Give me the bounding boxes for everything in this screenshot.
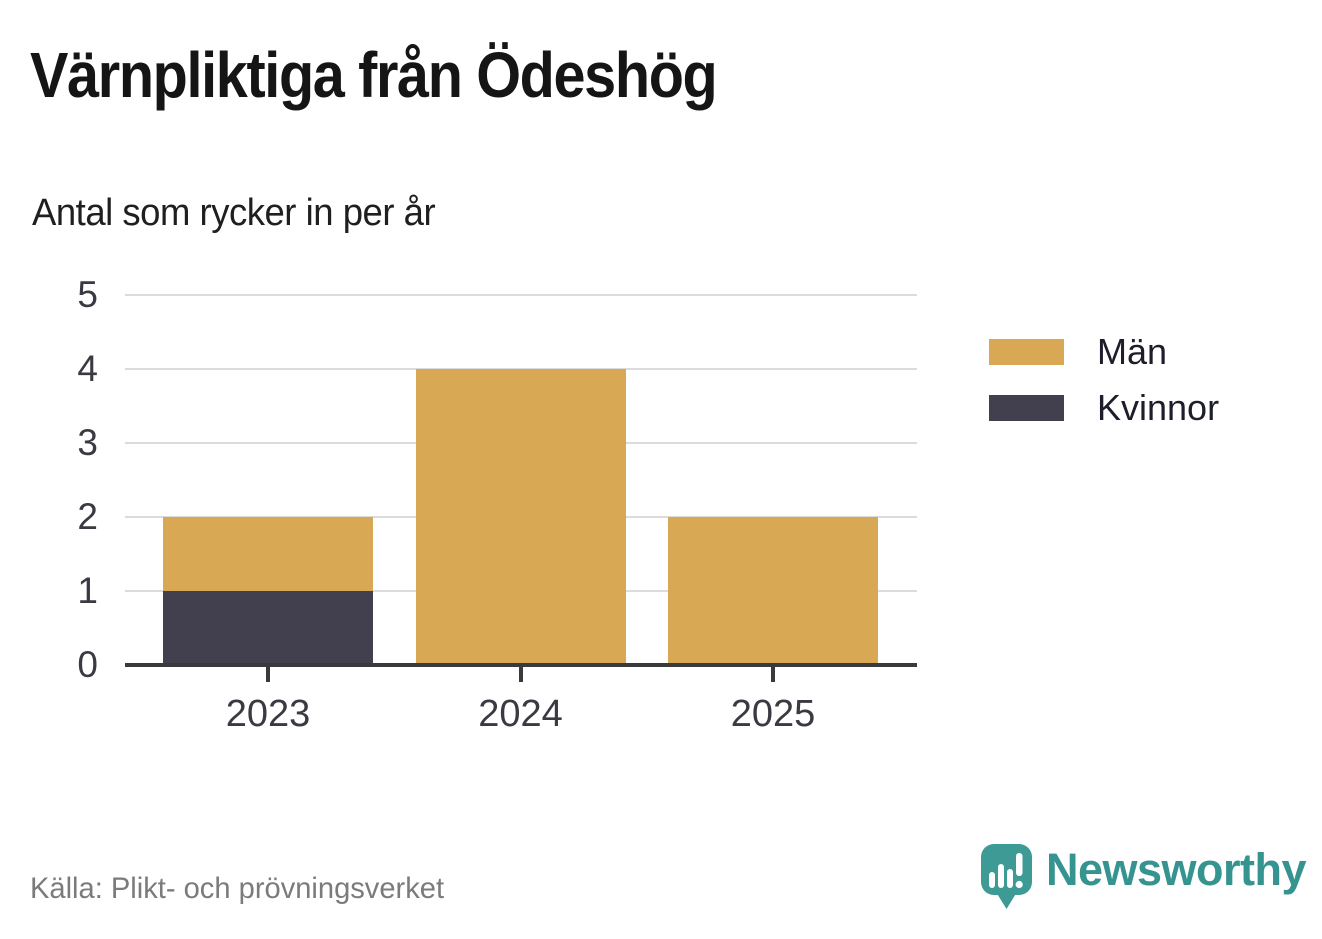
- x-axis-category-label: 2024: [478, 693, 563, 735]
- bar-segment-män-2025: [668, 517, 878, 665]
- y-axis-tick-label: 0: [77, 644, 98, 685]
- x-axis-category-label: 2023: [225, 693, 311, 735]
- legend-swatch-kvinnor: [989, 394, 1064, 421]
- source-note: Källa: Plikt- och prövningsverket: [30, 872, 445, 905]
- y-axis-tick-label: 4: [77, 348, 98, 389]
- y-axis-tick-label: 2: [77, 496, 98, 537]
- legend-item-kvinnor: Kvinnor: [989, 389, 1219, 426]
- x-axis-tick: [266, 667, 270, 682]
- brand-name: Newsworthy: [1046, 844, 1307, 895]
- chart-title: Värnpliktiga från Ödeshög: [30, 39, 718, 111]
- bar-segment-män-2023: [163, 517, 373, 591]
- y-axis-tick-label: 1: [77, 570, 98, 611]
- x-axis-tick: [518, 667, 523, 682]
- x-axis-category-label: 2025: [730, 693, 816, 735]
- x-axis-tick: [771, 667, 775, 682]
- brand-footer: Newsworthy: [980, 843, 1307, 913]
- gridline-y-5: [125, 294, 917, 296]
- y-axis-tick-label: 5: [77, 274, 98, 315]
- legend-label: Kvinnor: [1097, 387, 1220, 428]
- legend-item-män: Män: [989, 333, 1219, 370]
- y-axis-tick-label: 3: [77, 422, 98, 463]
- bar-segment-kvinnor-2023: [163, 591, 373, 665]
- legend-label: Män: [1097, 331, 1168, 372]
- newsworthy-logo-icon: [981, 844, 1032, 909]
- chart-subtitle: Antal som rycker in per år: [32, 192, 436, 234]
- legend: Män Kvinnor: [989, 333, 1219, 426]
- x-axis-line: [125, 663, 917, 667]
- legend-swatch-män: [989, 338, 1064, 365]
- bar-segment-män-2024: [415, 369, 626, 665]
